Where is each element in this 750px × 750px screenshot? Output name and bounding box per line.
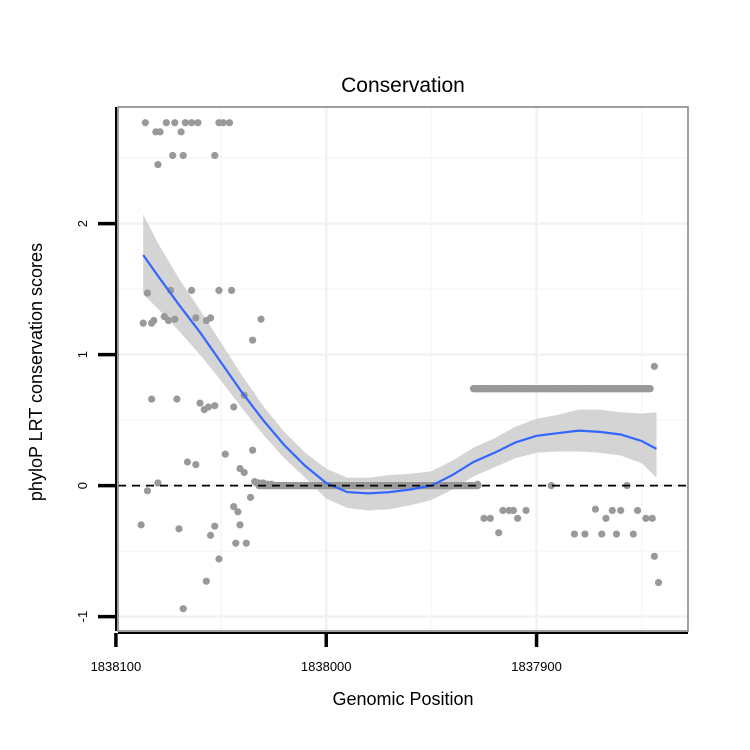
- data-point: [181, 119, 189, 127]
- confidence-band-area: [143, 214, 657, 511]
- data-point: [219, 119, 227, 127]
- data-point: [240, 468, 248, 477]
- data-point: [156, 128, 164, 136]
- data-point: [642, 514, 650, 522]
- data-point: [654, 578, 663, 587]
- data-point: [612, 530, 621, 538]
- data-point: [188, 286, 196, 294]
- data-point: [499, 506, 507, 515]
- data-point: [495, 529, 503, 537]
- y-axis-title: phyloP LRT conservation scores: [26, 243, 46, 501]
- data-point: [162, 119, 170, 127]
- data-point: [617, 506, 625, 515]
- data-point: [137, 521, 145, 529]
- grid: [114, 107, 688, 631]
- data-point: [202, 577, 210, 585]
- x-tick-label: 1838100: [91, 659, 142, 674]
- data-point: [234, 508, 242, 516]
- data-point: [221, 450, 229, 458]
- data-point: [629, 530, 637, 538]
- data-point: [246, 493, 255, 501]
- data-point: [206, 314, 215, 322]
- smooth-line: [142, 254, 658, 495]
- data-point: [139, 319, 147, 327]
- data-point: [230, 403, 238, 411]
- data-point: [236, 521, 244, 529]
- data-point: [257, 315, 265, 323]
- data-point: [183, 458, 192, 466]
- data-point: [480, 514, 488, 522]
- data-point: [598, 530, 606, 538]
- x-tick-label: 1838000: [301, 659, 352, 674]
- data-point: [514, 514, 522, 522]
- data-point: [608, 506, 616, 515]
- data-point: [171, 315, 179, 323]
- data-point: [150, 316, 158, 325]
- data-point: [570, 530, 579, 538]
- y-tick-label: 0: [75, 482, 90, 489]
- x-axis: 1838100 1838000 1837900: [91, 632, 688, 674]
- data-point: [206, 531, 215, 539]
- data-point: [171, 119, 179, 127]
- data-point: [179, 151, 187, 160]
- data-point: [211, 522, 219, 530]
- data-point: [591, 505, 600, 513]
- data-point: [154, 479, 162, 487]
- y-axis: -1 0 1 2: [75, 107, 117, 631]
- data-point: [194, 119, 202, 127]
- data-point: [143, 487, 152, 495]
- data-point: [192, 461, 200, 469]
- smooth-line-group: [142, 254, 658, 495]
- data-point: [474, 481, 482, 490]
- plot-frame: [117, 106, 689, 632]
- data-point: [509, 506, 518, 515]
- data-point: [646, 385, 654, 393]
- data-point: [196, 399, 204, 407]
- data-point: [179, 605, 187, 613]
- x-axis-title: Genomic Position: [332, 689, 473, 709]
- data-point: [648, 514, 656, 522]
- confidence-band: [143, 214, 657, 511]
- data-point: [522, 506, 530, 515]
- chart-title: Conservation: [341, 74, 465, 97]
- data-point: [227, 286, 236, 294]
- data-point: [602, 514, 610, 522]
- data-point: [175, 525, 183, 533]
- data-point: [215, 286, 223, 294]
- data-point: [650, 552, 658, 560]
- data-point: [177, 128, 185, 136]
- data-point: [249, 446, 257, 454]
- x-tick-label: 1837900: [511, 659, 562, 674]
- data-point: [232, 539, 240, 547]
- data-point: [141, 119, 149, 127]
- data-point: [148, 395, 156, 403]
- data-point: [173, 395, 181, 403]
- data-point: [143, 289, 152, 297]
- y-tick-label: 2: [75, 220, 90, 227]
- data-point: [225, 119, 234, 127]
- data-point: [633, 506, 642, 515]
- data-point: [169, 151, 177, 160]
- data-point: [547, 481, 555, 490]
- data-points: [137, 119, 663, 613]
- y-tick-label: 1: [75, 351, 90, 358]
- data-point: [486, 514, 494, 522]
- data-point: [188, 119, 196, 127]
- data-point: [581, 530, 589, 538]
- data-point: [204, 403, 213, 411]
- data-point: [230, 502, 238, 511]
- y-tick-label: -1: [75, 611, 90, 623]
- data-point: [192, 314, 200, 322]
- data-point: [650, 362, 658, 370]
- data-point: [211, 402, 219, 410]
- data-point: [154, 161, 162, 169]
- data-point: [164, 316, 173, 325]
- data-point: [249, 336, 257, 344]
- data-point: [211, 151, 219, 160]
- data-point: [242, 539, 250, 547]
- data-point: [215, 555, 223, 563]
